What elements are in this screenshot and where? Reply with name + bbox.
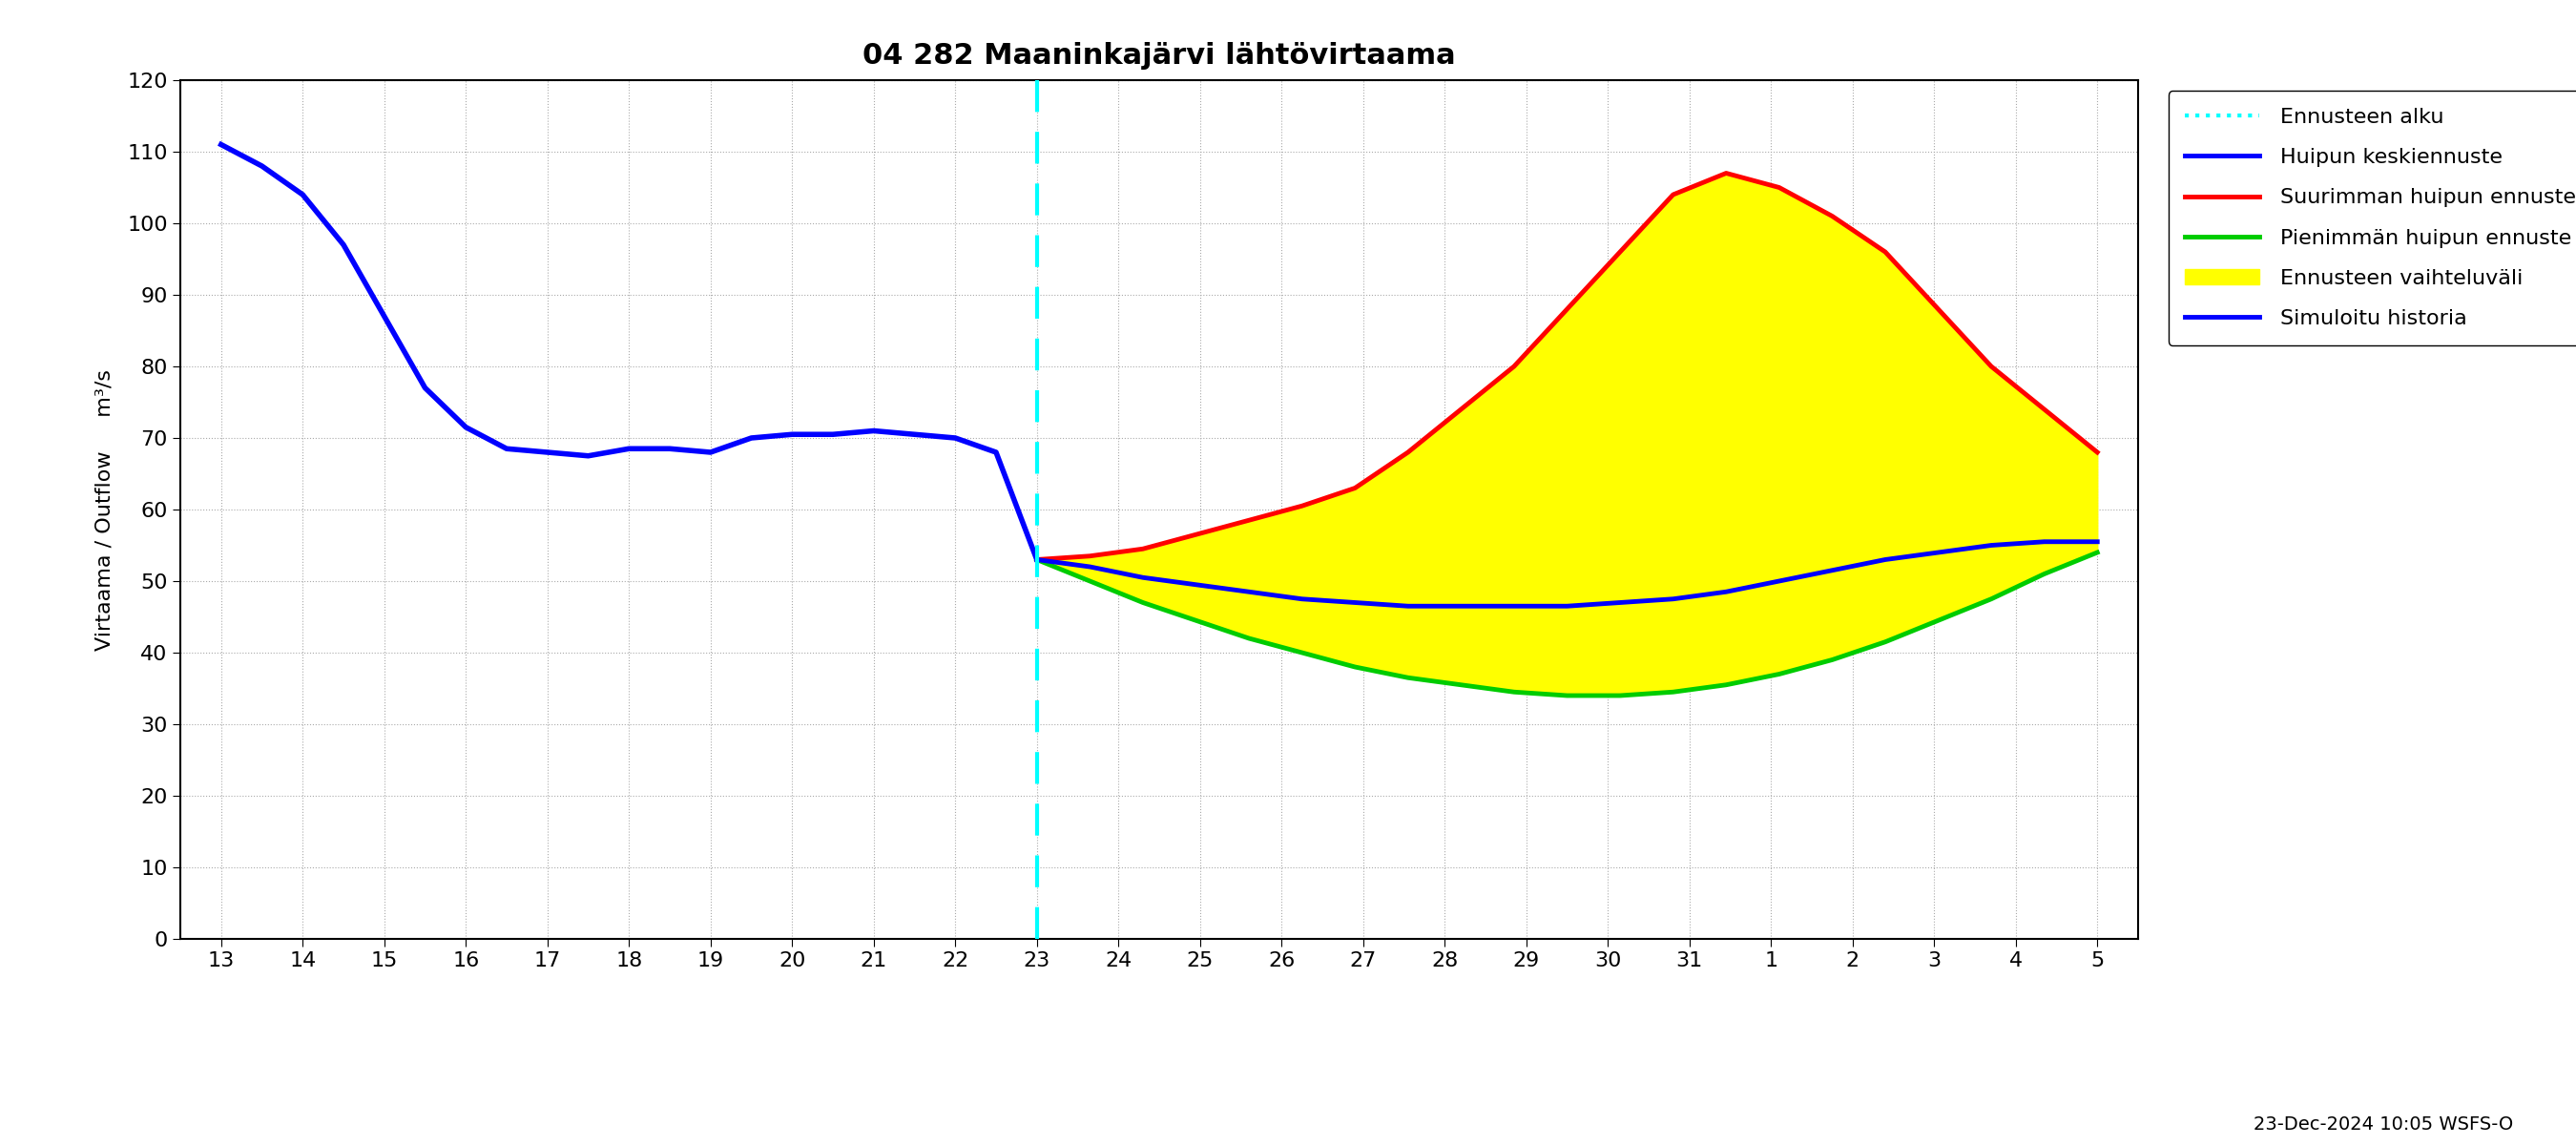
Text: 23-Dec-2024 10:05 WSFS-O: 23-Dec-2024 10:05 WSFS-O [2254,1115,2514,1134]
Title: 04 282 Maaninkajärvi lähtövirtaama: 04 282 Maaninkajärvi lähtövirtaama [863,42,1455,70]
Legend: Ennusteen alku, Huipun keskiennuste, Suurimman huipun ennuste, Pienimmän huipun : Ennusteen alku, Huipun keskiennuste, Suu… [2169,90,2576,345]
Y-axis label: Virtaama / Outflow     m³/s: Virtaama / Outflow m³/s [95,369,113,650]
